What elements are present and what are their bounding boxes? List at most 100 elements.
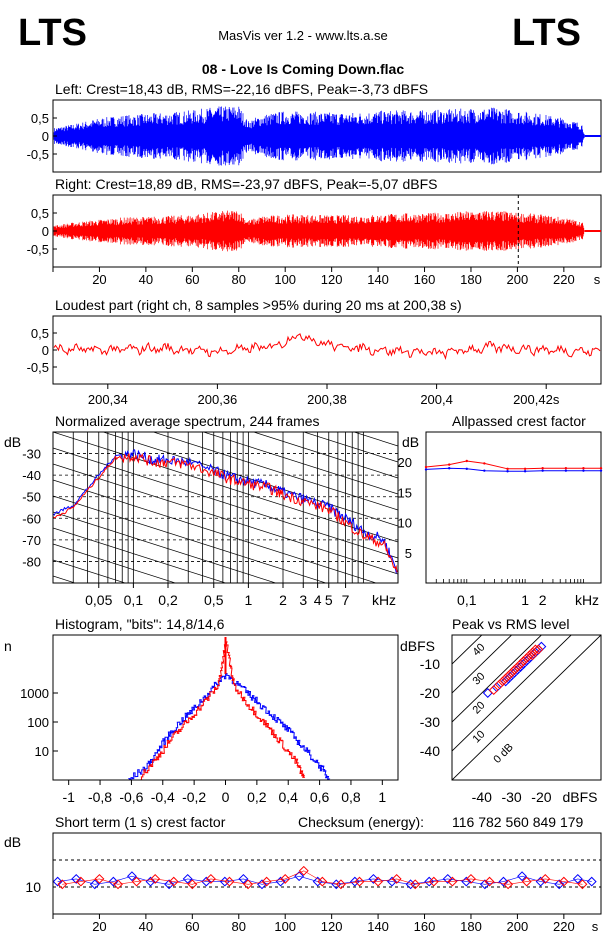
short-term-crest-point-right [224, 876, 235, 887]
histogram-xtick-label: -0,2 [182, 789, 206, 805]
histogram-xtick-label: -1 [62, 789, 75, 805]
allpassed-crest-point [599, 467, 603, 470]
right-waveform-xtick-label: 20 [92, 272, 106, 287]
short-term-crest-point-left [442, 873, 453, 884]
allpassed-crest-ytick-label: 20 [398, 455, 412, 470]
right-waveform-ytick-label: -0,5 [27, 242, 49, 257]
right-waveform-xtick-label: 160 [414, 272, 436, 287]
right-waveform-xtick-label: 180 [460, 272, 482, 287]
avg-spectrum-slope-line [53, 559, 127, 583]
peak-vs-rms-frame [451, 634, 602, 781]
short-term-crest-point-right [577, 879, 588, 890]
short-term-crest-point-right [335, 879, 346, 890]
allpassed-crest-xtick-label: 2 [539, 592, 547, 608]
avg-spectrum-ytick-label: -60 [22, 511, 41, 526]
allpassed-crest-point [564, 469, 568, 472]
loudest-part-title: Loudest part (right ch, 8 samples >95% d… [55, 297, 462, 313]
short-term-crest-point-left [126, 871, 137, 882]
avg-spectrum-frame [52, 431, 399, 584]
allpassed-crest-point [506, 470, 509, 473]
avg-spectrum-ytick-label: -70 [22, 533, 41, 548]
histogram-ylabel: n [4, 638, 12, 654]
histogram-xtick-label: 0,2 [247, 789, 267, 805]
peak-vs-rms-point-right [503, 670, 514, 681]
histogram-xtick-label: 0,8 [341, 789, 361, 805]
avg-spectrum-ylabel: dB [4, 434, 21, 450]
peak-vs-rms-point-right [497, 676, 508, 687]
histogram-ytick-label: 10 [35, 744, 49, 759]
histogram-xtick-label: 0 [222, 789, 230, 805]
short-term-crest-xtick-label: 20 [92, 919, 106, 934]
peak-vs-rms-point-right [512, 661, 523, 672]
short-term-crest-point-left [52, 876, 63, 887]
allpassed-crest-point [465, 459, 468, 463]
allpassed-crest-point [541, 467, 544, 470]
short-term-crest-point-right [466, 873, 476, 884]
allpassed-crest-xtick-label: 0,1 [457, 592, 477, 608]
left-waveform-ytick-label: 0,5 [31, 111, 49, 126]
short-term-crest-point-right [558, 876, 569, 887]
allpassed-crest-point [465, 467, 468, 471]
allpassed-crest-point [582, 469, 585, 472]
avg-spectrum-series-left [52, 449, 398, 575]
loudest-part-ytick-label: 0 [42, 343, 49, 358]
avg-spectrum-xtick-label: 4 [314, 592, 322, 608]
short-term-crest-title: Short term (1 s) crest factor [55, 814, 226, 830]
avg-spectrum-xtick-label: 0,1 [124, 592, 144, 608]
allpassed-crest-point [564, 467, 568, 470]
right-waveform-xunit: s [594, 272, 601, 287]
app-title: MasVis ver 1.2 - www.lts.a.se [218, 28, 388, 43]
short-term-crest-point-left [71, 873, 82, 884]
loudest-part-xtick-label: 200,36 [198, 392, 238, 407]
short-term-crest-xtick-label: 80 [232, 919, 246, 934]
allpassed-crest-point [523, 470, 527, 473]
allpassed-crest-point [582, 467, 585, 470]
peak-vs-rms-ytick-label: -10 [420, 656, 440, 672]
allpassed-crest-point [541, 469, 544, 472]
right-waveform-ytick-label: 0,5 [31, 206, 49, 221]
peak-vs-rms-xtick-label: -20 [531, 789, 551, 805]
avg-spectrum-ytick-label: -40 [22, 468, 41, 483]
short-term-crest-point-left [554, 879, 565, 890]
allpassed-crest-ytick-label: 5 [405, 546, 412, 561]
short-term-crest-xtick-label: 40 [139, 919, 153, 934]
short-term-crest-point-left [572, 873, 583, 884]
allpassed-crest-title: Allpassed crest factor [452, 413, 586, 429]
allpassed-crest-point [448, 463, 451, 466]
short-term-crest-point-right [57, 879, 68, 890]
short-term-crest-point-right [373, 876, 384, 887]
peak-vs-rms-ylabel: dBFS [400, 638, 435, 654]
left-waveform-ytick-label: -0,5 [27, 147, 49, 162]
avg-spectrum-slope-line [53, 527, 227, 583]
avg-spectrum-xtick-label: 1 [244, 592, 252, 608]
histogram-xtick-label: -0,8 [88, 789, 112, 805]
allpassed-crest-series-right [425, 460, 601, 470]
peak-vs-rms-diagonal [452, 635, 601, 780]
short-term-crest-checksum-value: 116 782 560 849 179 [452, 814, 584, 830]
short-term-crest-point-right [261, 876, 272, 887]
short-term-crest-point-left [368, 873, 379, 884]
peak-vs-rms-xunit: dBFS [562, 789, 597, 805]
short-term-crest-xtick-label: 120 [321, 919, 343, 934]
peak-vs-rms-point-right [494, 679, 505, 690]
short-term-crest-point-right [391, 873, 402, 884]
short-term-crest-xtick-label: 60 [185, 919, 199, 934]
avg-spectrum-slope-line [102, 432, 398, 527]
left-waveform-title: Left: Crest=18,43 dB, RMS=-22,16 dBFS, P… [55, 81, 428, 97]
allpassed-crest-xtick-label: 1 [521, 592, 529, 608]
avg-spectrum-slope-line [53, 479, 378, 583]
peak-vs-rms-point-right [488, 685, 499, 696]
allpassed-crest-point [424, 468, 428, 471]
avg-spectrum-slope-line [53, 511, 277, 583]
allpassed-crest-xunit: kHz [575, 592, 599, 608]
avg-spectrum-ytick-label: -50 [22, 490, 41, 505]
short-term-crest-checksum-label: Checksum (energy): [298, 814, 424, 830]
short-term-crest-point-left [479, 879, 490, 890]
short-term-crest-point-right [503, 879, 514, 890]
allpassed-crest-point [483, 469, 486, 472]
peak-vs-rms-ytick-label: -20 [420, 685, 440, 701]
short-term-crest-xtick-label: 180 [460, 919, 482, 934]
short-term-crest-point-right [317, 876, 328, 887]
histogram-xtick-label: -0,4 [151, 789, 175, 805]
